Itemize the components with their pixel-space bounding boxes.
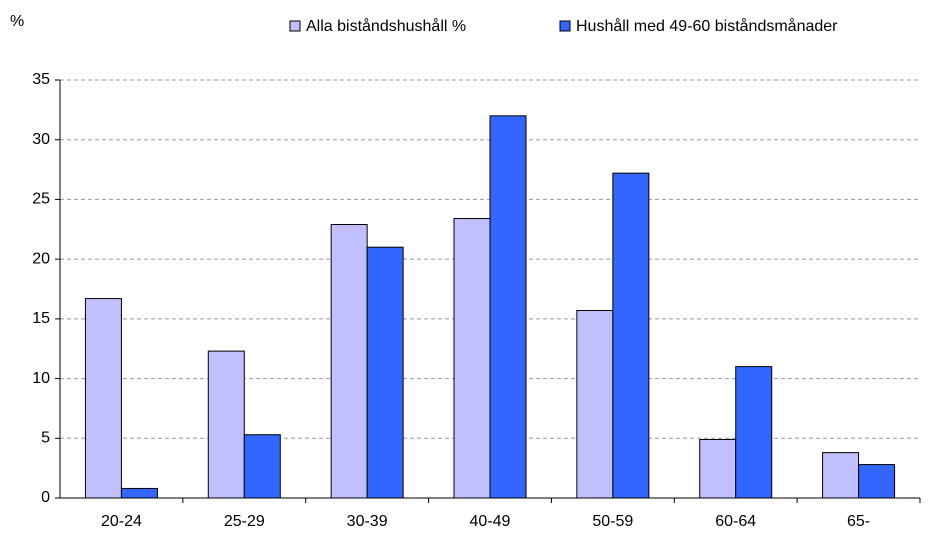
bar [489,115,527,499]
x-tick-label: 20-24 [101,513,142,530]
bar [366,246,404,499]
legend-swatch [289,20,301,32]
y-tick-label: 15 [32,310,50,327]
x-tick-label: 60-64 [715,513,756,530]
bar [858,464,896,499]
bar [453,218,491,499]
bar [330,224,368,499]
bar [84,298,122,499]
legend-label: Hushåll med 49-60 biståndsmånader [576,17,838,35]
bar [822,452,860,499]
y-tick-label: 0 [41,489,50,506]
bar [207,350,245,499]
legend-label: Alla biståndshushåll % [306,17,466,35]
x-tick-label: 40-49 [470,513,511,530]
bar [612,172,650,499]
bar [699,438,737,499]
y-tick-label: 5 [41,430,50,447]
x-tick-label: 65- [847,513,870,530]
bar [243,434,281,499]
y-tick-label: 35 [32,71,50,88]
y-tick-label: 20 [32,250,50,267]
bar [120,487,158,499]
bar [576,309,614,499]
x-tick-label: 30-39 [347,513,388,530]
y-axis-label: % [10,13,24,30]
legend-swatch [559,20,571,32]
bar [735,366,773,499]
x-tick-label: 25-29 [224,513,265,530]
y-tick-label: 10 [32,370,50,387]
x-tick-label: 50-59 [592,513,633,530]
y-tick-label: 30 [32,131,50,148]
y-tick-label: 25 [32,191,50,208]
